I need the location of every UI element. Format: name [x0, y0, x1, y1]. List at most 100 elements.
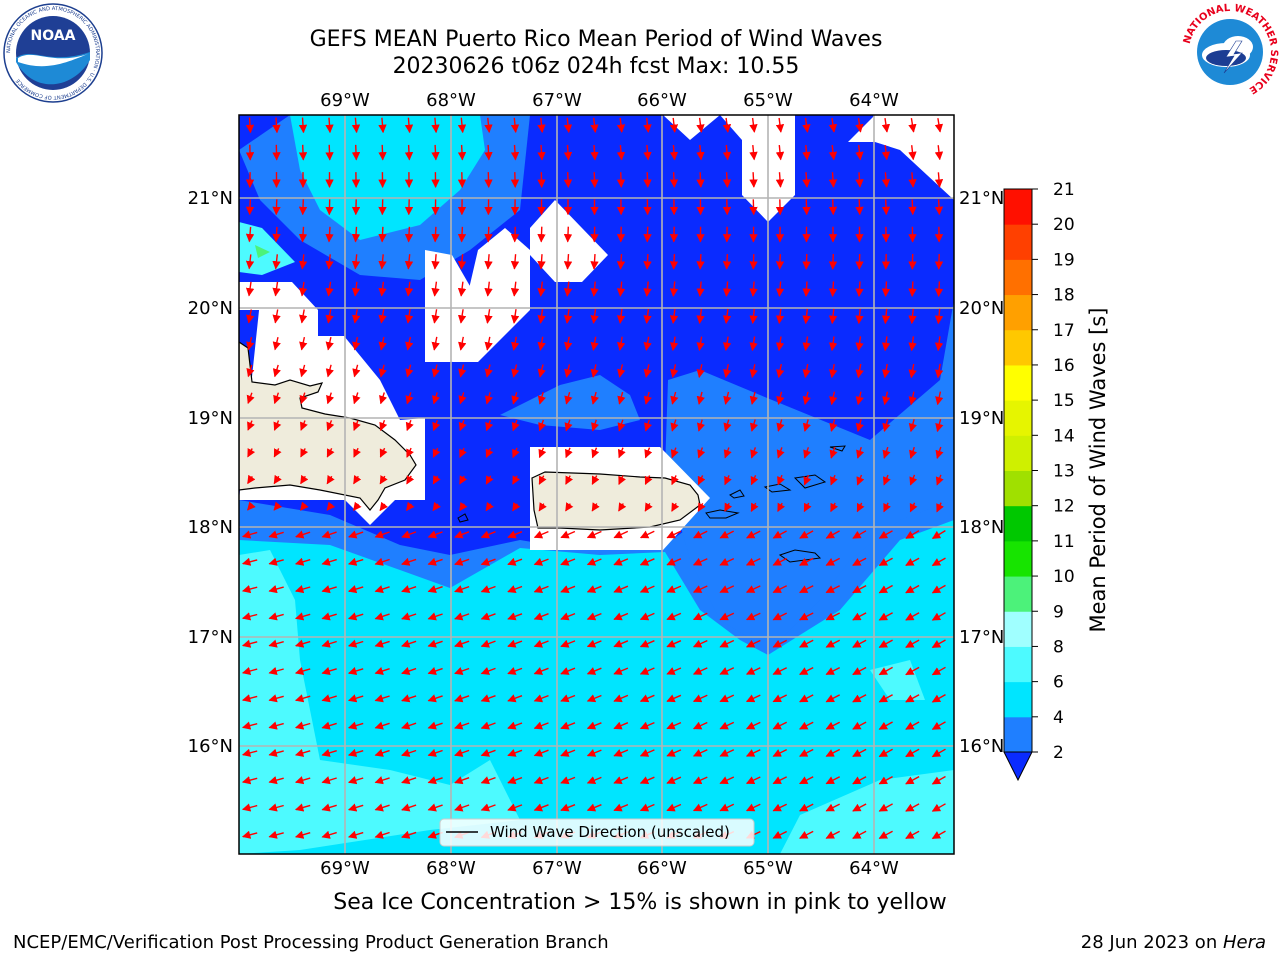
- wind-wave-arrow: [878, 775, 893, 785]
- wind-wave-arrow: [936, 502, 944, 513]
- wind-wave-arrow: [909, 446, 918, 459]
- wind-wave-arrow: [404, 144, 414, 161]
- wind-wave-arrow: [563, 309, 573, 324]
- wind-wave-arrow: [351, 117, 361, 134]
- wind-wave-arrow: [723, 391, 732, 405]
- wind-wave-arrow: [590, 254, 599, 270]
- wind-wave-arrow: [247, 474, 256, 485]
- lat-label: 20°N: [959, 298, 1004, 319]
- wind-wave-arrow: [325, 281, 334, 297]
- wind-wave-arrow: [852, 803, 867, 812]
- wind-wave-arrow: [560, 721, 576, 730]
- wind-wave-arrow: [241, 748, 258, 757]
- wind-wave-arrow: [405, 392, 414, 405]
- wind-wave-arrow: [666, 639, 682, 648]
- wind-wave-arrow: [404, 117, 414, 134]
- wind-wave-arrow: [749, 364, 758, 379]
- wind-wave-arrow: [696, 144, 705, 161]
- wind-wave-arrow: [299, 336, 308, 351]
- wind-wave-arrow: [802, 281, 811, 297]
- wind-wave-arrow: [639, 667, 655, 675]
- wind-wave-arrow: [643, 172, 652, 188]
- wind-wave-arrow: [454, 667, 470, 675]
- wind-wave-arrow: [427, 557, 443, 566]
- wind-wave-arrow: [666, 721, 682, 730]
- wind-wave-arrow: [484, 144, 493, 161]
- wind-wave-arrow: [772, 667, 788, 675]
- wind-wave-arrow: [245, 226, 255, 243]
- wind-wave-arrow: [722, 254, 732, 270]
- colorbar-tick-label: 18: [1053, 286, 1075, 306]
- wind-wave-arrow: [750, 475, 759, 486]
- wind-wave-arrow: [749, 391, 758, 405]
- wind-wave-arrow: [459, 475, 468, 485]
- wind-wave-arrow: [586, 721, 602, 730]
- wind-wave-arrow: [268, 530, 284, 539]
- wind-wave-arrow: [268, 612, 284, 621]
- wind-wave-arrow: [563, 254, 573, 270]
- colorbar-tick-label: 21: [1053, 180, 1075, 200]
- wind-wave-arrow: [457, 309, 467, 324]
- wind-wave-arrow: [432, 475, 441, 485]
- wind-wave-arrow: [374, 585, 390, 594]
- wind-wave-arrow: [378, 254, 387, 270]
- map-legend: Wind Wave Direction (unscaled): [439, 818, 755, 847]
- wind-wave-arrow: [374, 830, 390, 839]
- colorbar-tick-label: 4: [1053, 708, 1064, 728]
- wind-wave-arrow: [533, 530, 549, 539]
- wind-wave-arrow: [799, 748, 814, 757]
- wind-wave-arrow: [855, 145, 864, 161]
- wind-wave-arrow: [272, 309, 281, 324]
- wind-wave-arrow: [666, 749, 682, 757]
- wind-wave-arrow: [427, 803, 443, 812]
- wind-wave-arrow: [321, 776, 337, 785]
- wind-wave-arrow: [828, 281, 838, 298]
- wind-wave-arrow: [379, 447, 388, 458]
- wind-wave-arrow: [321, 666, 337, 676]
- wind-wave-arrow: [613, 585, 629, 593]
- wind-wave-arrow: [878, 530, 893, 539]
- wind-wave-arrow: [457, 226, 467, 243]
- wind-wave-arrow: [856, 446, 865, 459]
- wind-wave-arrow: [512, 447, 520, 459]
- wind-wave-arrow: [347, 803, 364, 812]
- wind-wave-arrow: [776, 391, 785, 406]
- wind-wave-arrow: [294, 666, 311, 676]
- wind-wave-arrow: [352, 336, 361, 351]
- wind-wave-arrow: [325, 364, 334, 378]
- wind-wave-arrow: [905, 666, 920, 676]
- wind-wave-arrow: [666, 803, 682, 812]
- wind-wave-arrow: [776, 363, 785, 379]
- wind-wave-arrow: [507, 585, 523, 594]
- wind-wave-arrow: [298, 199, 308, 216]
- lat-label: 20°N: [188, 298, 233, 319]
- lat-labels-left: 21°N 20°N 19°N 18°N 17°N 16°N: [188, 188, 233, 757]
- wind-wave-arrow: [241, 557, 258, 566]
- wind-wave-arrow: [799, 557, 814, 566]
- wind-wave-arrow: [507, 776, 523, 785]
- wind-wave-arrow: [852, 612, 867, 621]
- wind-wave-arrow: [931, 830, 946, 840]
- wind-wave-arrow: [241, 694, 258, 703]
- wind-wave-arrow: [616, 281, 626, 297]
- wind-wave-arrow: [908, 336, 917, 352]
- wind-wave-arrow: [533, 639, 549, 648]
- wind-wave-arrow: [591, 419, 600, 432]
- wind-wave-arrow: [905, 639, 920, 648]
- wind-wave-arrow: [881, 281, 891, 298]
- wind-wave-arrow: [273, 501, 283, 511]
- wind-wave-arrow: [799, 612, 814, 621]
- wind-wave-arrow: [533, 557, 549, 566]
- wind-wave-arrow: [825, 748, 841, 757]
- wind-wave-arrow: [485, 475, 494, 485]
- wind-wave-arrow: [591, 447, 600, 459]
- footer-date: 28 Jun 2023 on Hera: [1081, 932, 1266, 953]
- footer-branch: NCEP/EMC/Verification Post Processing Pr…: [13, 932, 609, 953]
- wind-wave-arrow: [378, 226, 387, 243]
- wind-wave-arrow: [666, 585, 682, 593]
- wind-wave-arrow: [855, 363, 864, 379]
- wind-wave-arrow: [722, 336, 732, 352]
- wind-wave-arrow: [454, 557, 470, 566]
- wind-wave-arrow: [294, 721, 311, 730]
- wind-wave-arrow: [772, 530, 787, 539]
